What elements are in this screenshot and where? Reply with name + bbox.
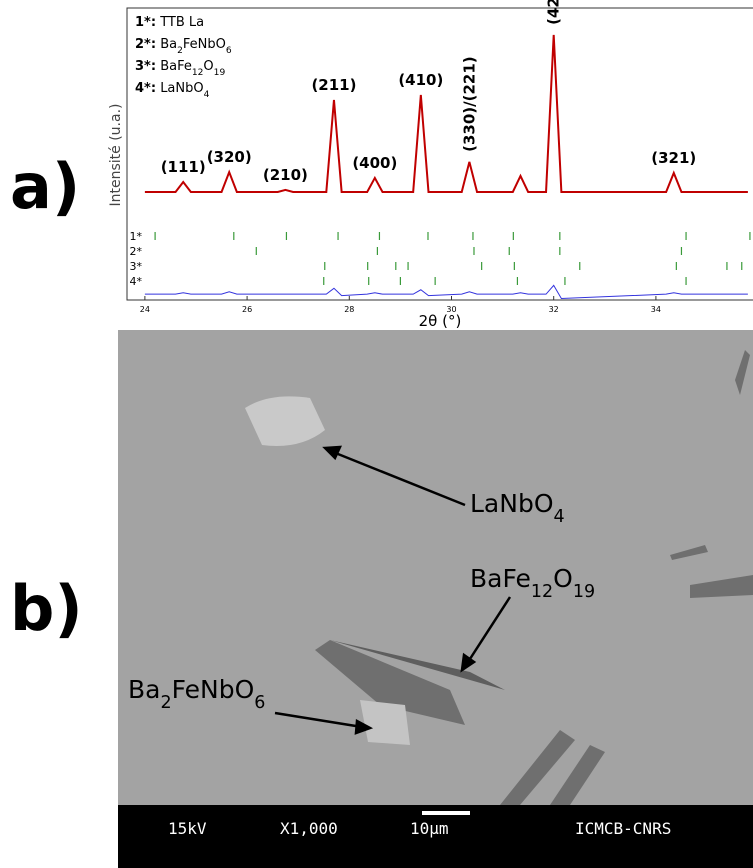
- peak-label: (410): [398, 71, 443, 89]
- x-tick-label: 24: [140, 305, 150, 314]
- arrows: [274, 445, 512, 735]
- peak-label: (400): [352, 154, 397, 172]
- info-text: 15kV: [168, 819, 207, 838]
- x-tick-label: 26: [242, 305, 252, 314]
- formula-part: Ba: [160, 37, 177, 52]
- subscript: 6: [254, 693, 265, 713]
- x-tick-label: 30: [446, 305, 456, 314]
- x-tick-label: 32: [549, 305, 559, 314]
- subscript: 19: [573, 582, 595, 602]
- legend-entry: 1*: TTB La: [135, 15, 204, 30]
- bragg-label: 2*: [130, 245, 143, 258]
- subscript: 12: [531, 582, 553, 602]
- grain-lanbo4: [245, 396, 325, 446]
- x-tick-label: 28: [344, 305, 354, 314]
- grain-bafe: [500, 730, 605, 805]
- formula-part: FeNbO: [172, 675, 255, 704]
- bragg-label: 3*: [130, 260, 143, 273]
- legend-key: 3*:: [135, 59, 156, 74]
- subscript: 12: [192, 68, 204, 78]
- peak-label: (210): [263, 166, 308, 184]
- data-line: [144, 34, 748, 193]
- grain-bafe: [690, 575, 753, 598]
- peak-label: (320): [207, 148, 252, 166]
- legend-entry: 2*: Ba2FeNbO6: [135, 37, 232, 56]
- peak-label: (330)/(221): [460, 56, 478, 152]
- grain-ba2fenbo6: [360, 700, 410, 745]
- formula-part: FeNbO: [183, 37, 226, 52]
- legend-entry: 3*: BaFe12O19: [135, 59, 225, 78]
- subscript: 4: [204, 90, 210, 100]
- y-axis-label: Intensité (u.a.): [108, 104, 124, 207]
- info-text: ICMCB-CNRS: [575, 819, 671, 838]
- legend-key: 1*:: [135, 15, 156, 30]
- subscript: 2: [177, 46, 183, 56]
- legend-key: 2*:: [135, 37, 156, 52]
- formula-part: O: [203, 59, 213, 74]
- data-line: [144, 284, 748, 300]
- sem-image: [118, 330, 753, 868]
- sem-label: BaFe12O19: [470, 564, 595, 602]
- panel-label: a): [10, 150, 80, 223]
- info-text: X1,000: [280, 819, 338, 838]
- grain-bafe: [315, 640, 465, 725]
- subscript: 19: [214, 68, 226, 78]
- peak-label: (420)/(311): [545, 0, 563, 25]
- grain-bafe: [670, 350, 750, 560]
- formula-part: BaFe: [160, 59, 192, 74]
- sem-label: Ba2FeNbO6: [128, 675, 265, 713]
- formula-part: LaNbO: [160, 81, 203, 96]
- formula-part: BaFe: [470, 564, 531, 593]
- subscript: 6: [226, 46, 232, 56]
- panel-label: b): [10, 572, 83, 645]
- bragg-label: 4*: [130, 275, 143, 288]
- legend-key: 4*:: [135, 81, 156, 96]
- sem-label: LaNbO4: [470, 489, 565, 527]
- legend-entry: 4*: LaNbO4: [135, 81, 210, 100]
- formula-part: O: [553, 564, 573, 593]
- grain-bafe: [330, 640, 505, 690]
- plot-frame: [126, 7, 753, 301]
- formula-part: TTB La: [159, 15, 204, 30]
- subscript: 4: [554, 507, 565, 527]
- x-tick-label: 34: [651, 305, 661, 314]
- peak-label: (321): [651, 149, 696, 167]
- subscript: 2: [160, 693, 171, 713]
- formula-part: Ba: [128, 675, 160, 704]
- sem-background: [118, 330, 753, 805]
- scale-bar: [422, 811, 470, 815]
- peak-label: (211): [311, 76, 356, 94]
- info-bar: [118, 805, 753, 868]
- info-text: 10μm: [410, 819, 449, 838]
- peak-label: (111): [161, 158, 206, 176]
- bragg-label: 1*: [130, 230, 143, 243]
- formula-part: LaNbO: [470, 489, 554, 518]
- x-axis-label: 2θ (°): [419, 312, 462, 330]
